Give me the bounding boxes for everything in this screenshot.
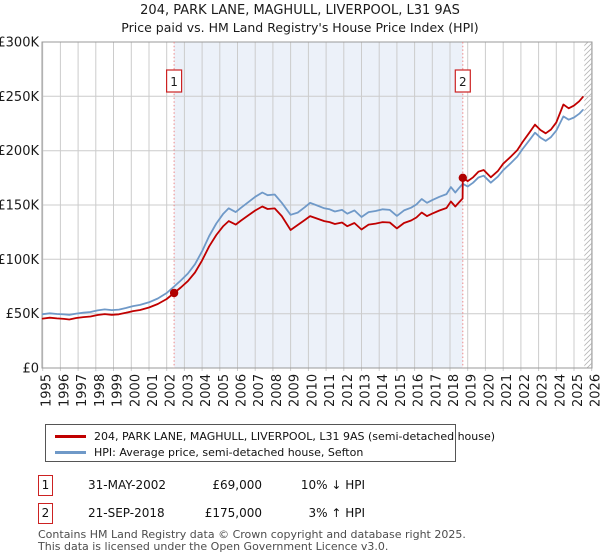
- x-tick-label: 2007: [252, 374, 267, 407]
- price-paid-line-swatch: [55, 434, 86, 438]
- x-tick-label: 2024: [553, 374, 568, 407]
- sale-1-price: £69,000: [212, 478, 262, 492]
- sale-1-flag: [166, 69, 183, 93]
- x-tick-label: 2002: [164, 374, 179, 407]
- x-tick-label: 2012: [341, 374, 356, 407]
- y-tick-label: £100K: [0, 253, 39, 268]
- x-tick-label: 2009: [288, 374, 303, 407]
- x-tick-label: 2016: [412, 374, 427, 407]
- y-tick-label: £300K: [0, 36, 39, 51]
- sale-1-marker: [169, 288, 179, 298]
- x-tick-label: 1998: [93, 374, 108, 407]
- hpi-line: [41, 109, 584, 316]
- hpi-line-swatch: [55, 450, 86, 454]
- x-tick-label: 1995: [40, 374, 55, 407]
- sale-2-number-badge: 2: [38, 503, 53, 524]
- x-tick-label: 2003: [181, 374, 196, 407]
- x-tick-label: 2022: [518, 374, 533, 407]
- x-tick-label: 2010: [305, 374, 320, 407]
- sale-2-flag-label: 2: [459, 75, 467, 89]
- sale-2-flag: [454, 69, 471, 93]
- x-tick-label: 1996: [57, 374, 72, 407]
- x-tick-label: 2013: [359, 374, 374, 407]
- x-tick-label: 2026: [589, 374, 600, 407]
- sale-2-price: £175,000: [204, 506, 262, 520]
- sale-annotation-1: 1 31-MAY-2002 £69,000 10% ↓ HPI: [38, 475, 398, 497]
- x-tick-label: 2023: [536, 374, 551, 407]
- sale-1-flag-label: 1: [170, 75, 178, 89]
- x-tick-label: 2006: [235, 374, 250, 407]
- x-tick-label: 2020: [482, 374, 497, 407]
- x-tick-label: 2008: [270, 374, 285, 407]
- chart-legend: 204, PARK LANE, MAGHULL, LIVERPOOL, L31 …: [45, 424, 495, 462]
- x-tick-label: 2025: [571, 374, 586, 407]
- x-tick-label: 2018: [447, 374, 462, 407]
- x-tick-label: 1997: [75, 374, 90, 407]
- x-tick-label: 2004: [199, 374, 214, 407]
- x-tick-label: 2019: [465, 374, 480, 407]
- x-tick-label: 2021: [500, 374, 515, 407]
- y-tick-label: £200K: [0, 144, 39, 159]
- y-tick-label: £0: [22, 362, 39, 377]
- x-tick-label: 1999: [111, 374, 126, 407]
- sale-2-marker: [458, 173, 467, 182]
- y-tick-label: £50K: [6, 307, 40, 322]
- x-tick-label: 2017: [429, 374, 444, 407]
- price-chart: 1 2 £0 £50K £100K £150K £200K £250K £300K 1995 199…: [0, 36, 600, 408]
- x-tick-label: 2011: [323, 374, 338, 407]
- sale-1-number-badge: 1: [38, 475, 53, 496]
- y-tick-label: £150K: [0, 199, 39, 214]
- x-tick-label: 2001: [146, 374, 161, 407]
- sale-2-hpi-delta: 3% ↑ HPI: [308, 506, 365, 520]
- price-paid-line: [41, 96, 584, 321]
- sale-annotation-2: 2 21-SEP-2018 £175,000 3% ↑ HPI: [38, 503, 398, 525]
- footer-licence: This data is licensed under the Open Gov…: [38, 540, 389, 553]
- footer-copyright: Contains HM Land Registry data © Crown c…: [38, 528, 466, 541]
- x-tick-label: 2015: [394, 374, 409, 407]
- x-tick-label: 2005: [217, 374, 232, 407]
- page-title: 204, PARK LANE, MAGHULL, LIVERPOOL, L31 …: [140, 3, 460, 18]
- sale-1-date: 31-MAY-2002: [88, 478, 167, 492]
- plot-border: [41, 41, 593, 369]
- y-tick-label: £250K: [0, 90, 39, 105]
- legend-row-price-paid: 204, PARK LANE, MAGHULL, LIVERPOOL, L31 …: [55, 428, 495, 444]
- legend-row-hpi: HPI: Average price, semi-detached house,…: [55, 444, 455, 460]
- x-tick-label: 2000: [128, 374, 143, 407]
- sale-2-date: 21-SEP-2018: [88, 506, 165, 520]
- legend-label-price-paid: 204, PARK LANE, MAGHULL, LIVERPOOL, L31 …: [94, 429, 496, 443]
- page-subtitle: Price paid vs. HM Land Registry's House …: [121, 20, 479, 35]
- x-tick-label: 2014: [376, 374, 391, 407]
- legend-label-hpi: HPI: Average price, semi-detached house,…: [94, 445, 364, 459]
- sale-1-hpi-delta: 10% ↓ HPI: [300, 478, 365, 492]
